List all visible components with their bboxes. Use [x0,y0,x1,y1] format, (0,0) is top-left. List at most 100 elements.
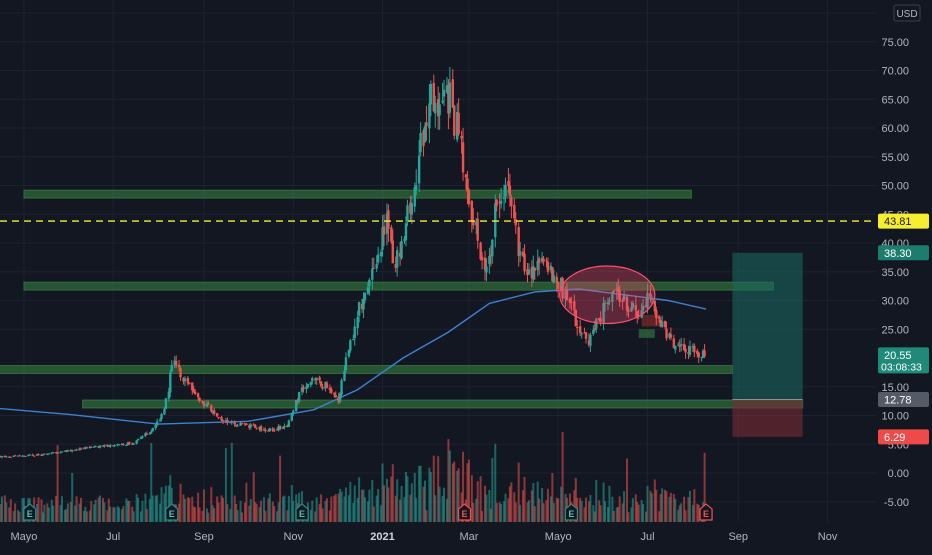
candle-body [434,103,436,113]
volume-bar [161,487,163,522]
volume-bar [122,506,124,522]
volume-bar [547,489,549,522]
volume-bar [685,510,687,522]
volume-bar [137,498,139,522]
volume-bar [472,503,474,522]
volume-bar [61,496,63,522]
candle-body [418,156,420,184]
candle-body [542,259,544,262]
candle-body [298,392,300,402]
volume-bar [632,498,634,522]
earnings-letter: E [299,509,305,519]
candle-body [320,381,322,386]
candle-body [99,446,101,448]
candle-body [698,353,700,358]
y-tick-label: 60.00 [881,123,909,135]
volume-bar [534,506,536,522]
volume-bar [330,497,332,522]
candle-body [191,383,193,391]
candle-body [118,444,120,445]
volume-bar [245,483,247,522]
candle-body [441,101,443,103]
candle-body [460,136,462,139]
volume-bar [345,488,347,522]
volume-bar [326,498,328,522]
candle-body [513,205,515,218]
volume-bar [510,482,512,522]
candle-body [371,269,373,280]
candle-body [128,442,130,444]
volume-bar [114,507,116,522]
candle-body [510,197,512,206]
candle-body [553,275,555,283]
candle-body [103,445,105,446]
volume-bar [627,512,629,522]
volume-bar [425,510,427,522]
volume-bar [128,501,130,522]
candle-body [283,426,285,427]
candle-body [94,446,96,447]
candle-body [222,420,224,421]
volume-bar [133,511,135,522]
candle-body [203,401,205,406]
volume-bar [557,498,559,522]
ellipse-shape [560,266,655,324]
volume-bar [604,501,606,522]
candle-body [165,398,167,409]
y-tick-label: 50.00 [881,181,909,193]
candle-body [260,426,262,431]
candle-body [254,425,256,428]
long-position-tool[interactable] [732,253,802,437]
volume-bar [80,498,82,522]
candle-body [217,417,219,418]
y-tick-label: -5.00 [884,497,909,509]
pattern-ellipse[interactable] [560,266,655,324]
candle-body [538,258,540,263]
price-label-value: 43.81 [884,216,912,228]
candle-body [137,439,139,440]
volume-bar [283,495,285,522]
candle-body [507,181,509,186]
zone-band [82,400,802,408]
volume-bar [231,443,233,522]
volume-bar [76,496,78,522]
volume-bar [14,503,16,522]
volume-bar [358,477,360,522]
candle-body [419,133,421,152]
candle-body [556,277,558,282]
volume-bar [528,500,530,522]
price-label-value: 38.30 [884,248,912,260]
candle-body [488,256,490,264]
candle-body [479,243,481,260]
candle-body [48,453,50,454]
candle-body [113,445,115,446]
volume-bar [680,503,682,522]
candle-body [310,382,312,385]
x-tick-label: Mar [459,531,478,543]
candle-body [264,430,266,431]
candle-body [207,403,209,404]
x-tick-label: Jul [106,531,120,543]
candle-body [250,425,252,428]
candle-body [216,413,218,416]
volume-bar [538,499,540,522]
price-label-value: 20.55 [884,350,912,362]
earnings-letter: E [462,509,468,519]
candle-body [273,430,275,431]
candle-body [279,426,281,429]
price-label-value: 6.29 [884,432,905,444]
candle-body [307,384,309,387]
candle-body [368,280,370,286]
volume-bar [519,505,521,522]
volume-bar [188,498,190,522]
earnings-letter: E [568,509,574,519]
candle-body [5,457,7,458]
candle-body [679,346,681,347]
candle-body [125,445,127,446]
candle-body [29,455,31,456]
candle-body [197,393,199,397]
candle-body [321,387,323,389]
x-tick-label: 2021 [370,531,394,543]
